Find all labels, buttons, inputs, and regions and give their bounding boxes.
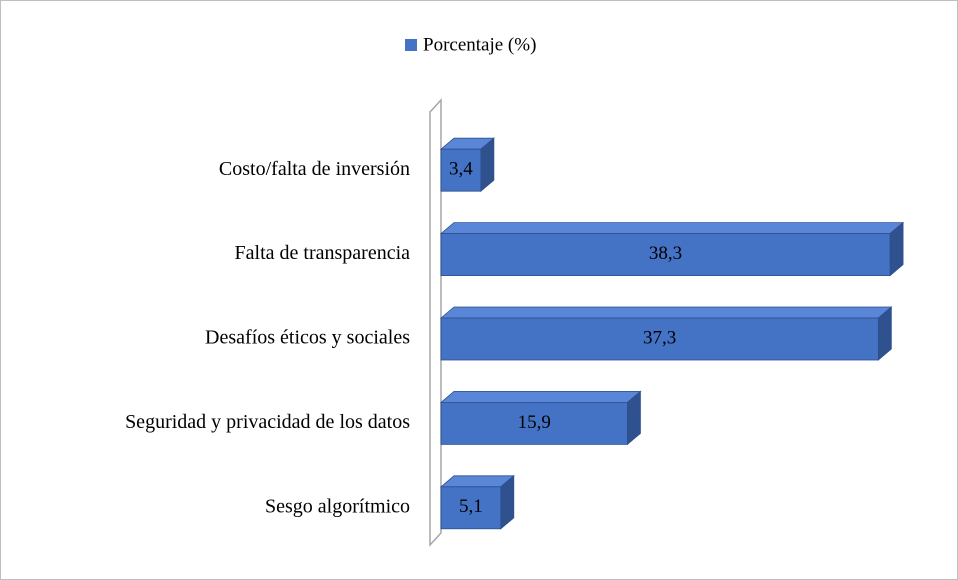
bar-front [440,317,879,361]
category-label: Desafíos éticos y sociales [205,327,410,349]
bar [439,137,495,193]
value-label: 37,3 [643,327,676,348]
bar [439,221,905,277]
legend-swatch [405,39,417,51]
bar-top [439,390,642,403]
value-label: 38,3 [649,243,682,264]
bar-top [439,306,893,319]
bar [439,474,515,530]
bar-top [439,222,905,235]
value-label: 3,4 [449,159,473,180]
category-label: Seguridad y privacidad de los datos [125,411,410,433]
bar [439,306,893,361]
category-label: Falta de transparencia [235,242,411,264]
bar-front [440,233,891,277]
axis-wall [429,98,442,547]
category-label: Costo/falta de inversión [219,158,410,180]
value-label: 5,1 [459,496,483,517]
bar-front [440,401,628,445]
bar-front [440,486,502,530]
category-label: Sesgo algorítmico [265,495,410,517]
bar-front [440,148,482,192]
value-label: 15,9 [518,412,551,433]
legend-label: Porcentaje (%) [423,34,536,55]
bar [439,390,642,446]
